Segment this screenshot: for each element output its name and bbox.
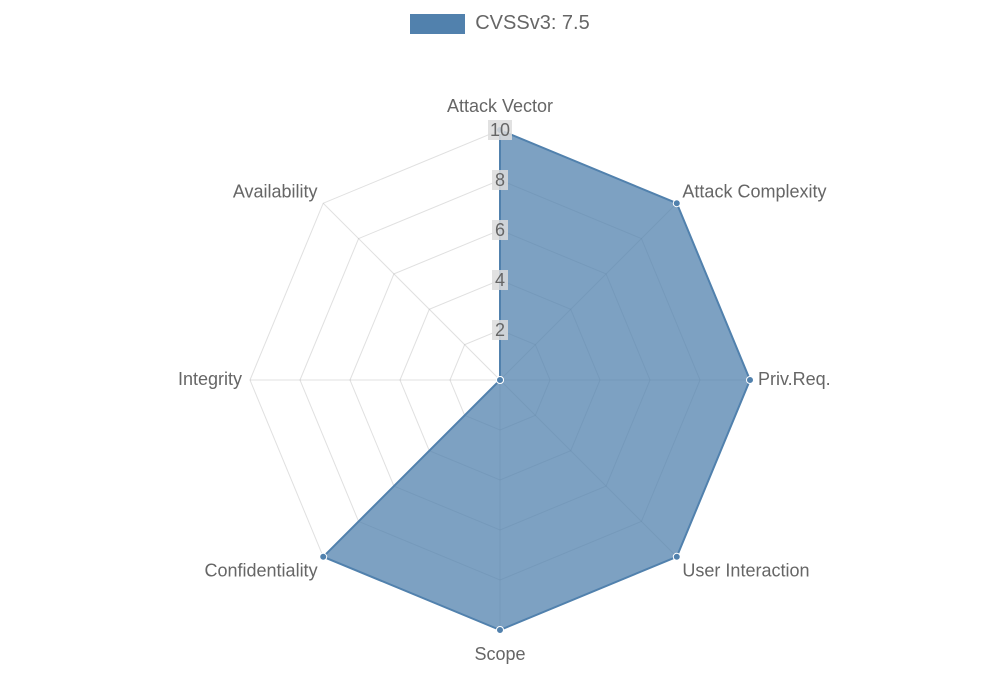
axis-label: Integrity	[178, 369, 242, 389]
radar-chart-container: CVSSv3: 7.5 246810Attack VectorAttack Co…	[0, 0, 1000, 700]
data-marker	[747, 377, 754, 384]
tick-label: 10	[490, 120, 510, 140]
tick-label: 8	[495, 170, 505, 190]
data-marker	[320, 553, 327, 560]
axis-label: Priv.Req.	[758, 369, 831, 389]
axis-label: Availability	[233, 182, 318, 202]
radar-chart-svg: 2 4 6 8 10 Attack Vector Attack Complexity Priv…	[0, 0, 1000, 700]
tick-label: 4	[495, 270, 505, 290]
axis-label: User Interaction	[682, 560, 809, 580]
axis-label: Attack Vector	[447, 96, 553, 116]
data-marker	[497, 377, 504, 384]
tick-label: 2	[495, 320, 505, 340]
grid-spoke	[323, 203, 500, 380]
axis-label: Confidentiality	[205, 560, 318, 580]
data-marker	[673, 553, 680, 560]
data-marker	[497, 627, 504, 634]
axis-label: Scope	[474, 644, 525, 664]
axis-label: Attack Complexity	[682, 182, 826, 202]
data-marker	[673, 200, 680, 207]
tick-label: 6	[495, 220, 505, 240]
